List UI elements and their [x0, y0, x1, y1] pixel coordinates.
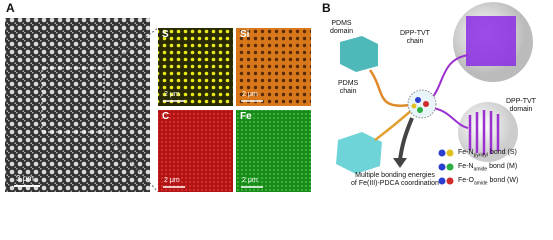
scale-label: 2 μm — [242, 177, 258, 184]
scale-label: 2 μm — [164, 177, 180, 184]
pdms-cube — [340, 36, 378, 72]
label: DPP-TVT chain — [400, 30, 430, 46]
legend-dot — [446, 163, 454, 171]
element-label: Si — [240, 29, 250, 40]
text: DPP-TVT — [400, 30, 430, 37]
element-label: C — [162, 111, 170, 122]
text: DPP-TVT — [506, 98, 536, 105]
text: pyridyl — [473, 152, 489, 159]
caption: Multiple bonding energies of Fe(III)-PDCA… — [345, 172, 445, 188]
dpp-sphere — [458, 102, 518, 162]
element-label: S — [162, 29, 169, 40]
zoom-line — [103, 27, 159, 69]
text: amide — [473, 180, 488, 187]
text: bond (S) — [489, 149, 517, 156]
legend-dot — [438, 149, 446, 157]
dpp-crystal — [466, 16, 516, 66]
text: of Fe(III)-PDCA coordination — [351, 180, 439, 187]
zoom-line — [103, 131, 159, 193]
fe-map — [236, 110, 311, 192]
s-map — [158, 28, 233, 106]
zoom-box — [41, 67, 105, 133]
arrow — [398, 117, 414, 161]
text: Fe-N — [458, 149, 474, 156]
si-map — [236, 28, 311, 106]
legend-dot — [446, 149, 454, 157]
legend-dot — [438, 177, 446, 185]
scale-label: 3 μm — [16, 174, 34, 183]
dpp-lamellae — [468, 110, 500, 155]
text: domain — [330, 28, 353, 35]
pdms-cube — [336, 132, 382, 174]
legend-dot — [446, 177, 454, 185]
text: domain — [509, 106, 533, 113]
scale-label: 2 μm — [242, 91, 258, 98]
pdms-chain — [374, 109, 413, 141]
legend-item: Fe-Namide bond (M) — [458, 163, 517, 173]
element-label: Fe — [240, 111, 252, 122]
text: Fe-O — [458, 177, 474, 184]
text: Fe-N — [458, 163, 474, 170]
text: PDMS — [338, 80, 359, 87]
artwork — [5, 2, 533, 193]
scale-label: 2 μm — [164, 91, 180, 98]
dpp-chain — [431, 107, 469, 129]
text: bond (W) — [489, 177, 519, 184]
map-scale-bars — [163, 100, 263, 188]
figure: A B 3 μm S Si C Fe 2 μm 2 μm 2 μm 2 μm P… — [5, 1, 536, 193]
legend-item: Fe-Npyridyl bond (S) — [458, 149, 517, 159]
sem-image — [5, 18, 150, 192]
c-map — [158, 110, 233, 192]
legend-item: Fe-Oamide bond (W) — [458, 177, 518, 187]
label: PDMS domain — [330, 20, 353, 36]
text: Multiple bonding energies — [355, 172, 435, 179]
arrow-head — [393, 158, 407, 168]
label: PDMS chain — [338, 80, 358, 96]
panel-letter: A — [6, 1, 15, 15]
text: amide — [473, 166, 488, 173]
text: chain — [339, 88, 357, 95]
text: PDMS — [331, 20, 352, 27]
coordination-cluster — [407, 89, 437, 119]
text: bond (M) — [489, 163, 518, 170]
legend-dot — [438, 163, 446, 171]
label: DPP-TVT domain — [506, 98, 536, 114]
pdms-chain — [368, 69, 411, 108]
panel-letter: B — [322, 1, 331, 15]
text: chain — [406, 38, 424, 45]
